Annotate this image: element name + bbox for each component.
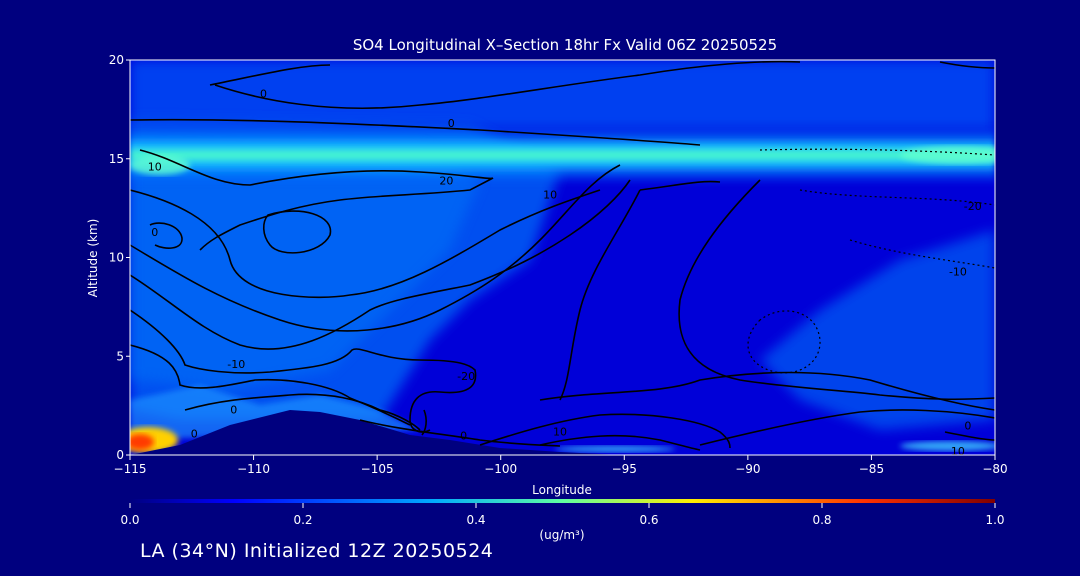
dashed-contour — [759, 148, 995, 156]
contour-label: -20 — [457, 370, 475, 383]
contour-line — [262, 210, 332, 254]
x-tick-label: −90 — [735, 462, 760, 476]
band-east-bright — [900, 146, 995, 164]
x-tick-label: −80 — [982, 462, 1007, 476]
east-plume — [760, 230, 995, 430]
contour-line — [559, 189, 641, 401]
contour-label: 0 — [151, 226, 158, 239]
contour-line — [149, 222, 183, 249]
surface-streak-central — [555, 446, 675, 452]
contour-line — [184, 393, 421, 431]
contour-line — [944, 431, 995, 441]
contour-line — [130, 344, 411, 426]
y-tick-label: 0 — [116, 448, 124, 462]
contour-line — [214, 60, 801, 109]
stratospheric-band — [130, 125, 995, 185]
y-tick-label: 20 — [109, 53, 124, 67]
contour-line — [539, 371, 995, 411]
contour-label: 10 — [148, 161, 162, 174]
contour-line — [139, 149, 494, 251]
contour-label: 10 — [543, 188, 557, 201]
x-tick-label: −100 — [484, 462, 517, 476]
contour-label: 0 — [964, 419, 971, 432]
contour-label: 10 — [951, 445, 965, 458]
colorbar: (ug/m³) 0.0 0.2 0.4 0.6 0.8 1.0 — [120, 499, 1005, 542]
contour-label: -10 — [227, 358, 245, 371]
contour-lines — [130, 60, 995, 451]
x-tick-label: −85 — [859, 462, 884, 476]
contour-label: 0 — [230, 404, 237, 417]
x-tick-label: −115 — [114, 462, 147, 476]
x-tick-label: −105 — [361, 462, 394, 476]
colorbar-tick-label: 0.2 — [293, 513, 312, 527]
colorbar-tick-label: 0.8 — [812, 513, 831, 527]
contour-line — [939, 61, 995, 69]
band-west-bright — [130, 155, 190, 175]
dashed-contour — [799, 189, 995, 206]
surface-streak-east — [900, 441, 995, 451]
surface-hotspot-core — [130, 434, 154, 450]
colorbar-tick-label: 0.4 — [466, 513, 485, 527]
contour-label: 0 — [260, 88, 267, 101]
y-tick-label: 5 — [116, 349, 124, 363]
contour-line — [699, 409, 995, 446]
dashed-contour — [849, 239, 995, 269]
dashed-contour — [747, 310, 821, 374]
x-axis: Longitude −115 −110 −105 −100 −95 −90 −85 −80 — [114, 455, 1008, 497]
west-plume-core — [130, 140, 480, 390]
colorbar-gradient — [130, 499, 995, 503]
terrain — [130, 410, 620, 455]
x-axis-label: Longitude — [532, 483, 592, 497]
footer-caption: LA (34°N) Initialized 12Z 20250524 — [140, 540, 494, 562]
contour-label: 10 — [553, 425, 567, 438]
y-tick-label: 15 — [109, 152, 124, 166]
contour-line — [130, 118, 701, 146]
y-axis-label: Altitude (km) — [86, 219, 100, 298]
plot-area: 0 0 10 20 10 0 -10 -20 0 0 0 10 -20 -10 0 10 — [130, 60, 995, 458]
colorbar-tick-label: 0.6 — [639, 513, 658, 527]
x-tick-label: −110 — [237, 462, 270, 476]
contour-line — [639, 180, 721, 191]
contour-label: -10 — [949, 265, 967, 278]
contour-label: 20 — [439, 174, 453, 187]
contour-line — [479, 413, 731, 449]
contour-label: 0 — [191, 427, 198, 440]
contour-line — [130, 309, 477, 433]
colorbar-tick-label: 0.0 — [120, 513, 139, 527]
contour-line — [539, 434, 701, 451]
contour-line — [130, 189, 601, 299]
contour-line — [130, 179, 631, 350]
contour-labels: 0 0 10 20 10 0 -10 -20 0 0 0 10 -20 -10 0 10 — [148, 88, 982, 458]
contour-label: 0 — [460, 429, 467, 442]
chart-title: SO4 Longitudinal X–Section 18hr Fx Valid… — [353, 36, 777, 54]
contour-label: 0 — [448, 117, 455, 130]
y-axis: Altitude (km) 0 5 10 15 20 — [86, 53, 130, 462]
contour-line — [359, 419, 561, 447]
colorbar-tick-label: 1.0 — [985, 513, 1004, 527]
x-tick-label: −95 — [612, 462, 637, 476]
contour-lines-negative — [747, 148, 995, 374]
y-tick-label: 10 — [109, 251, 124, 265]
contour-line — [678, 179, 995, 401]
colorbar-units: (ug/m³) — [539, 528, 584, 542]
contour-line — [209, 64, 331, 86]
contour-label: -20 — [964, 200, 982, 213]
contour-line — [130, 164, 621, 332]
contour-line — [421, 409, 427, 436]
